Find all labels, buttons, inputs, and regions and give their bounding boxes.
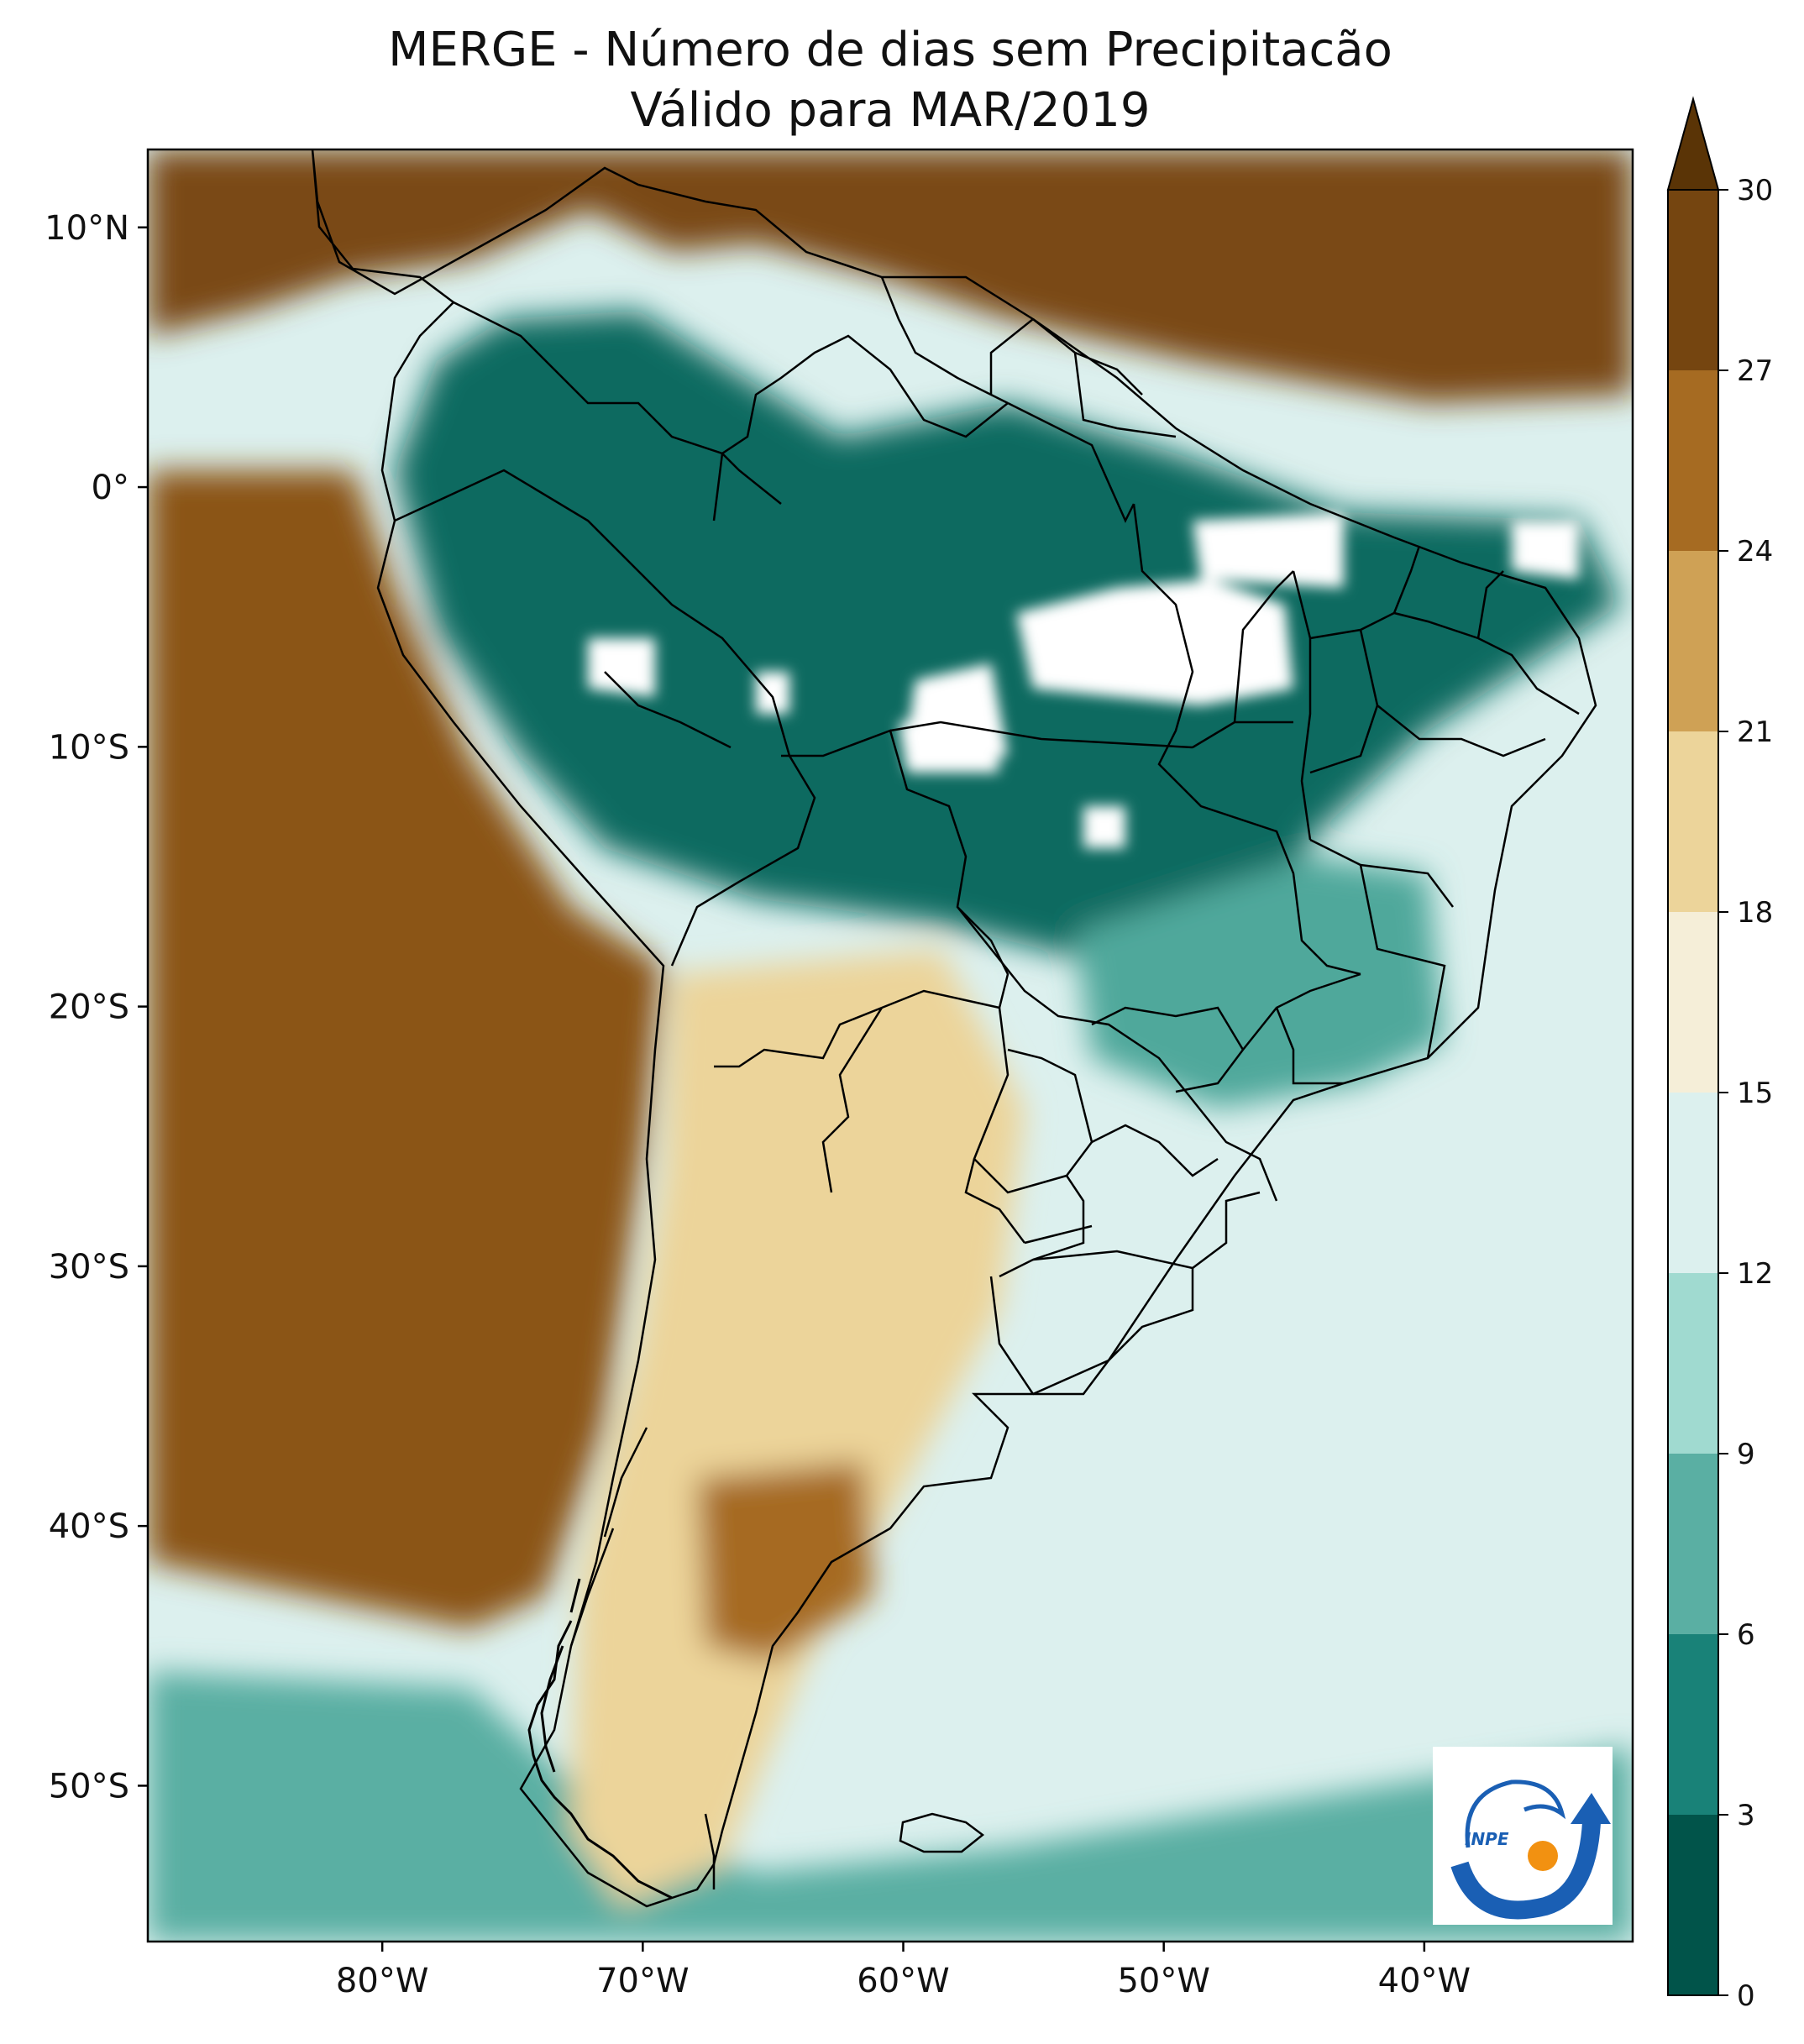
lon-tick-label: 60°W (857, 1962, 949, 2000)
no-data-patch-5 (1512, 521, 1579, 579)
colorbar-tick-label: 6 (1737, 1618, 1755, 1652)
lon-tick-label: 80°W (336, 1962, 428, 2000)
colorbar-segment (1668, 731, 1718, 912)
colorbar-tick-label: 12 (1737, 1257, 1773, 1291)
no-data-patch-6 (588, 638, 655, 697)
map-plot-area (148, 149, 1633, 1942)
colorbar-extend-arrow (1666, 96, 1720, 191)
lat-tick-label: 10°S (49, 728, 129, 767)
south-america-coastline (311, 149, 1597, 1908)
colorbar-segment (1668, 1093, 1718, 1273)
colorbar-tick-label: 3 (1737, 1799, 1755, 1832)
colorbar-tick-label: 30 (1737, 174, 1773, 207)
colorbar-tick-label: 0 (1737, 1979, 1755, 2013)
inpe-logo: INPE (1433, 1747, 1613, 1925)
patagonia-dark-field (697, 1461, 873, 1663)
colorbar-segment (1668, 1634, 1718, 1815)
colorbar-tick-label: 15 (1737, 1077, 1773, 1110)
inpe-logo-icon (1450, 1779, 1611, 1920)
map-title-line2: Válido para MAR/2019 (630, 83, 1151, 138)
chile-fjord-coast (527, 1578, 673, 1900)
lat-tick-label: 30°S (49, 1248, 129, 1287)
lat-tick-label: 10°N (45, 209, 129, 248)
no-data-patch-8 (1083, 806, 1125, 848)
colorbar-tick-label: 21 (1737, 715, 1773, 749)
map-title-line1: MERGE - Número de dias sem Precipitacão (388, 23, 1392, 77)
colorbar-segment (1668, 1454, 1718, 1634)
lon-tick-label: 50°W (1117, 1962, 1209, 2000)
colorbar-segment (1668, 190, 1718, 370)
south-ocean-wet-field (148, 1671, 1633, 1942)
amazon-wet-field (395, 311, 1621, 966)
lat-tick-label: 40°S (49, 1507, 129, 1546)
latitude-ticks: 10°N 0° 10°S 20°S 30°S 40°S 50°S (45, 209, 148, 1806)
colorbar-segment (1668, 912, 1718, 1093)
colorbar-tick-label: 27 (1737, 354, 1773, 388)
lon-tick-label: 40°W (1378, 1962, 1471, 2000)
falkland-islands-coastline (899, 1812, 985, 1853)
map-frame (146, 148, 1634, 1943)
colorbar-segment (1668, 551, 1718, 731)
brazil-light-field (1075, 857, 1445, 1108)
southern-cone-dry-field (571, 949, 1025, 1906)
colorbar-tick-label: 24 (1737, 535, 1773, 569)
lat-tick-label: 50°S (49, 1767, 129, 1806)
colorbar-segment (1668, 1273, 1718, 1454)
lat-tick-label: 20°S (49, 988, 129, 1027)
logo-text: INPE (1465, 1829, 1509, 1849)
colorbar: 0 3 6 9 12 15 18 21 24 27 30 (1666, 96, 1773, 2013)
longitude-ticks: 80°W 70°W 60°W 50°W 40°W (336, 1942, 1471, 2000)
colorbar-segment (1668, 1815, 1718, 1995)
colorbar-tick-label: 18 (1737, 896, 1773, 930)
lon-tick-label: 70°W (596, 1962, 689, 2000)
country-borders (394, 276, 1580, 1889)
no-data-patch-1 (1016, 579, 1293, 705)
lat-tick-label: 0° (92, 469, 129, 507)
no-data-patch-7 (756, 672, 789, 714)
colorbar-segment (1668, 370, 1718, 551)
colorbar-tick-label: 9 (1737, 1438, 1755, 1471)
pacific-dry-field (148, 470, 663, 1629)
no-data-patch-4 (1193, 512, 1344, 588)
